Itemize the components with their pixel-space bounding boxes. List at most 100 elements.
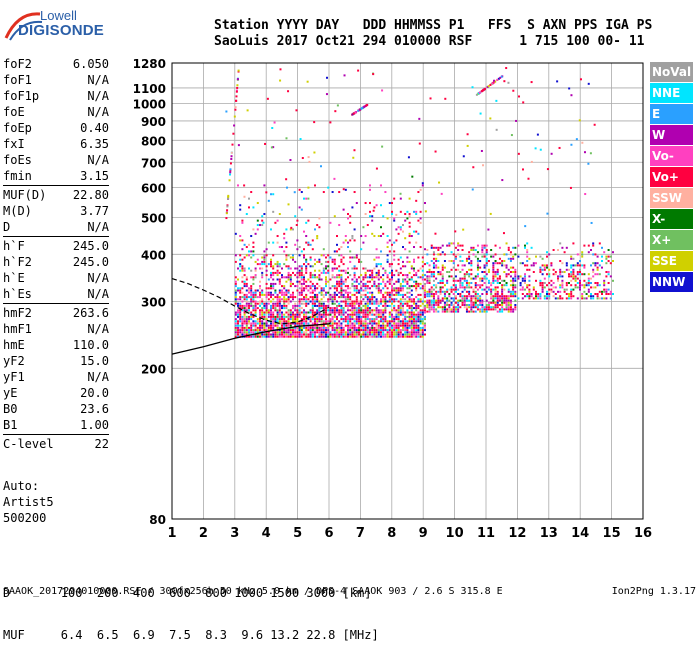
echo-point <box>470 306 473 309</box>
echo-point <box>300 322 303 325</box>
echo-point <box>338 313 341 316</box>
echo-point <box>300 293 303 296</box>
echo-point <box>369 188 371 191</box>
echo-point <box>278 304 281 307</box>
echo-point <box>432 251 435 254</box>
echo-point <box>501 295 504 298</box>
echo-point <box>241 296 244 299</box>
echo-point <box>336 287 338 290</box>
echo-point <box>292 298 294 301</box>
noise-echo-point <box>286 186 289 189</box>
echo-point <box>474 275 477 278</box>
echo-point <box>572 242 575 245</box>
echo-point <box>397 326 400 329</box>
echo-point <box>537 297 540 300</box>
echo-point <box>539 293 542 296</box>
echo-point <box>296 280 299 283</box>
echo-point <box>452 306 455 309</box>
echo-point <box>311 248 314 251</box>
echo-point <box>274 263 277 266</box>
echo-point <box>537 295 540 298</box>
echo-point <box>311 322 314 325</box>
echo-point <box>237 322 239 325</box>
echo-point <box>351 302 354 305</box>
echo-point <box>261 219 264 222</box>
sparse-echo-point <box>499 76 502 79</box>
echo-point <box>490 293 493 296</box>
echo-point <box>598 284 601 287</box>
echo-point <box>296 267 299 270</box>
echo-point <box>479 295 482 298</box>
echo-point <box>592 271 595 274</box>
echo-point <box>311 318 314 321</box>
echo-point <box>496 304 499 307</box>
echo-point <box>565 262 568 265</box>
echo-point <box>421 318 424 321</box>
echo-point <box>283 329 286 332</box>
echo-point <box>358 331 360 334</box>
echo-point <box>437 304 440 307</box>
echo-point <box>512 290 515 293</box>
echo-point <box>364 335 367 338</box>
sparse-echo-point <box>232 132 235 135</box>
echo-point <box>276 298 279 301</box>
echo-point <box>318 258 321 261</box>
echo-point <box>382 298 385 301</box>
echo-point <box>274 271 277 274</box>
echo-point <box>340 315 343 318</box>
echo-point <box>413 315 415 318</box>
echo-point <box>543 286 546 289</box>
echo-point <box>344 302 347 305</box>
sparse-echo-point <box>229 168 232 171</box>
echo-point <box>494 297 497 300</box>
echo-point <box>457 242 460 245</box>
echo-point <box>410 333 413 336</box>
echo-point <box>294 313 297 316</box>
echo-point <box>579 286 581 289</box>
echo-point <box>419 188 422 191</box>
echo-point <box>243 298 246 301</box>
echo-point <box>463 288 466 291</box>
echo-point <box>353 285 356 288</box>
echo-point <box>532 262 535 265</box>
echo-point <box>285 331 288 334</box>
echo-point <box>509 266 512 269</box>
echo-point <box>252 315 255 318</box>
echo-point <box>607 249 610 252</box>
echo-point <box>250 191 253 194</box>
echo-point <box>307 326 310 329</box>
echo-point <box>391 289 393 292</box>
echo-point <box>514 271 517 274</box>
echo-point <box>424 307 426 310</box>
echo-point <box>505 284 508 287</box>
echo-point <box>316 324 319 327</box>
echo-point <box>388 320 391 323</box>
echo-point <box>483 288 486 291</box>
echo-point <box>441 290 444 293</box>
echo-point <box>250 335 253 338</box>
echo-point <box>305 326 308 329</box>
echo-point <box>424 326 426 329</box>
echo-point <box>470 273 473 276</box>
echo-point <box>415 322 418 325</box>
echo-point <box>605 288 608 291</box>
echo-point <box>360 293 363 296</box>
echo-point <box>272 302 275 305</box>
echo-point <box>395 309 398 312</box>
echo-point <box>461 301 464 304</box>
echo-point <box>563 251 566 254</box>
noise-echo-point <box>434 232 437 235</box>
echo-point <box>485 262 488 265</box>
echo-point <box>241 291 244 294</box>
echo-point <box>265 248 268 251</box>
echo-point <box>281 246 283 249</box>
echo-point <box>570 295 573 298</box>
echo-point <box>349 221 352 224</box>
echo-point <box>406 320 409 323</box>
echo-point <box>243 329 246 332</box>
noise-echo-point <box>546 168 549 171</box>
echo-point <box>448 310 451 313</box>
echo-point <box>503 308 506 311</box>
echo-point <box>377 311 380 314</box>
echo-point <box>336 243 338 246</box>
